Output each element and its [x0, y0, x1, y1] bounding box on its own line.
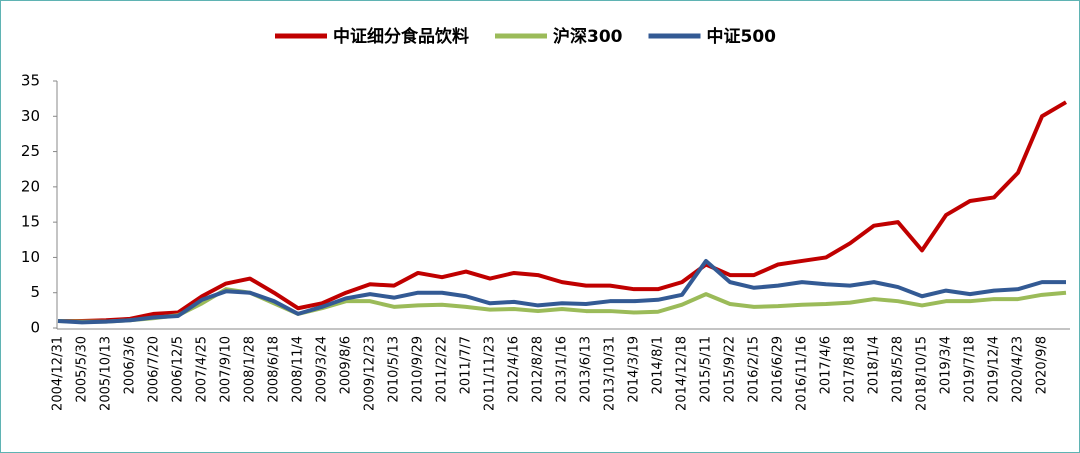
x-tick-label: 2007/9/10 — [219, 336, 234, 403]
x-tick-label: 2018/5/28 — [891, 336, 906, 403]
y-tick-label: 15 — [21, 213, 40, 231]
x-tick-label: 2006/3/6 — [123, 336, 138, 394]
legend-label: 中证细分食品饮料 — [333, 26, 469, 47]
x-tick-label: 2006/7/20 — [147, 336, 162, 403]
y-tick-label: 35 — [21, 72, 40, 90]
y-tick-label: 0 — [30, 319, 40, 337]
x-tick-label: 2007/4/25 — [195, 336, 210, 403]
x-tick-label: 2019/7/18 — [963, 336, 978, 403]
x-tick-label: 2013/6/13 — [579, 336, 594, 403]
x-tick-label: 2015/9/22 — [723, 336, 738, 403]
y-tick-label: 5 — [30, 283, 40, 301]
x-tick-label: 2005/5/30 — [75, 336, 90, 403]
x-tick-label: 2009/12/23 — [363, 336, 378, 411]
x-tick-label: 2010/9/29 — [411, 336, 426, 403]
series-line — [58, 100, 1068, 323]
x-tick-label: 2005/10/13 — [99, 336, 114, 411]
y-tick-label: 30 — [21, 107, 40, 125]
legend-label: 沪深300 — [553, 26, 623, 47]
x-tick-label: 2012/4/16 — [507, 336, 522, 403]
legend: 中证细分食品饮料 沪深300 中证500 — [275, 26, 776, 47]
x-tick-label: 2008/1/28 — [243, 336, 258, 403]
legend-label: 中证500 — [707, 26, 777, 47]
x-tick-label: 2017/4/6 — [819, 336, 834, 394]
x-tick-label: 2019/3/4 — [939, 336, 954, 394]
x-tick-label: 2013/1/16 — [555, 336, 570, 403]
x-tick-label: 2016/11/16 — [795, 336, 810, 411]
x-tick-label: 2017/8/18 — [843, 336, 858, 403]
x-tick-label: 2016/2/15 — [747, 336, 762, 403]
x-tick-label: 2018/1/4 — [867, 336, 882, 394]
x-tick-label: 2018/10/15 — [915, 336, 930, 411]
x-tick-label: 2011/2/22 — [435, 336, 450, 403]
x-tick-label: 2009/3/24 — [315, 336, 330, 403]
x-tick-label: 2015/5/11 — [699, 336, 714, 403]
y-tick-label: 20 — [21, 177, 40, 195]
x-tick-label: 2020/4/23 — [1011, 336, 1026, 403]
series-line — [57, 258, 1066, 325]
series-line — [57, 287, 1067, 324]
x-tick-label: 2006/12/5 — [171, 336, 186, 403]
x-tick-label: 2008/11/4 — [291, 336, 306, 403]
x-tick-label: 2020/9/8 — [1035, 336, 1050, 394]
x-tick-label: 2013/10/31 — [603, 336, 618, 411]
x-tick-label: 2012/8/28 — [531, 336, 546, 403]
x-tick-label: 2019/12/4 — [987, 336, 1002, 403]
x-tick-label: 2011/7/7 — [459, 336, 474, 394]
x-tick-label: 2014/12/18 — [675, 336, 690, 411]
x-tick-label: 2016/6/29 — [771, 336, 786, 403]
x-tick-label: 2011/11/23 — [483, 336, 498, 411]
y-tick-label: 25 — [21, 142, 40, 160]
x-tick-label: 2004/12/31 — [51, 336, 66, 411]
x-tick-label: 2014/8/1 — [651, 336, 666, 394]
y-tick-label: 10 — [21, 248, 40, 266]
x-tick-label: 2010/5/13 — [387, 336, 402, 403]
x-tick-label: 2008/6/18 — [267, 336, 282, 403]
x-tick-label: 2009/8/6 — [339, 336, 354, 394]
x-tick-label: 2014/3/19 — [627, 336, 642, 403]
